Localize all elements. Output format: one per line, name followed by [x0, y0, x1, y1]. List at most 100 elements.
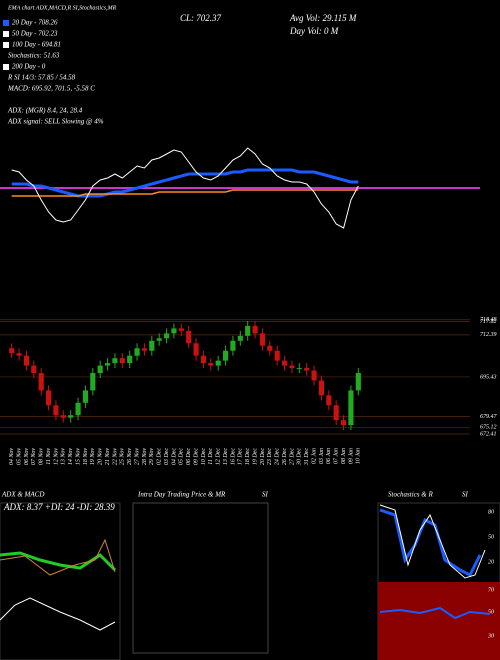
x-tick-label: 04 Nov: [8, 448, 15, 466]
stat: MACD: 695.92, 701.5, -5.58 C: [7, 85, 95, 93]
x-tick-label: 12 Dec: [216, 448, 222, 465]
x-tick-label: 10 Dec: [201, 448, 207, 465]
stat: Stochastics: 51.63: [8, 52, 60, 60]
candle-body: [355, 373, 361, 391]
x-tick-label: 22 Nov: [112, 448, 118, 466]
y-tick-label: 695.43: [480, 373, 497, 380]
candle-body: [340, 420, 347, 426]
legend-entry: 50 Day - 702.23: [12, 30, 58, 38]
candle-body: [163, 333, 170, 339]
x-tick-label: 31 Dec: [304, 448, 310, 466]
stoch-tick: 50: [488, 534, 494, 540]
candle-body: [45, 390, 52, 406]
rsi-line: [379, 606, 491, 620]
candle-body: [75, 402, 81, 416]
x-tick-label: 24 Dec: [274, 448, 281, 465]
x-tick-label: 13 Dec: [223, 448, 229, 465]
candle-body: [127, 355, 133, 364]
candle-body: [31, 365, 37, 374]
rsi-tick: 50: [488, 609, 494, 615]
candle-body: [119, 358, 125, 364]
close-label: CL: 702.37: [180, 13, 222, 23]
candle-body: [215, 360, 221, 366]
panel: [377, 502, 500, 660]
macd-line: [0, 597, 116, 631]
candle-body: [171, 328, 177, 334]
candle-body: [97, 365, 103, 374]
x-tick-label: 02 Dec: [157, 448, 163, 465]
x-tick-label: 20 Nov: [98, 448, 104, 466]
x-tick-label: 12 Nov: [53, 448, 59, 466]
x-tick-label: 21 Nov: [105, 448, 111, 466]
candle-body: [289, 365, 295, 369]
stoch-line: [379, 508, 482, 578]
avg-vol: Avg Vol: 29.115 M: [289, 13, 357, 23]
candle-body: [237, 335, 243, 341]
candle-body: [274, 350, 280, 361]
x-tick-label: 06 Jan: [326, 448, 332, 464]
panel: [132, 502, 269, 654]
candle-body: [16, 353, 22, 356]
panel: [0, 502, 121, 660]
candle-body: [245, 325, 251, 336]
x-tick-label: 17 Dec: [238, 448, 244, 465]
candle-body: [134, 348, 140, 356]
legend-swatch: [3, 42, 9, 48]
x-tick-label: 02 Jan: [311, 448, 317, 464]
legend-swatch: [3, 20, 9, 26]
x-tick-label: 23 Dec: [267, 448, 273, 465]
legend-entry: 200 Day - 0: [12, 63, 46, 71]
x-tick-label: 18 Nov: [83, 448, 89, 466]
x-tick-label: 27 Dec: [289, 448, 295, 465]
candle-body: [252, 325, 258, 334]
candle-body: [23, 355, 30, 366]
y-tick-label: 718.48: [480, 316, 497, 323]
candle-body: [193, 343, 199, 356]
x-tick-label: 15 Nov: [75, 448, 81, 466]
stoch-tick: 80: [488, 509, 494, 515]
y-tick-label: 712.39: [480, 332, 497, 338]
candle-body: [53, 405, 59, 416]
x-tick-label: 14 Nov: [67, 448, 74, 466]
x-tick-label: 19 Dec: [252, 448, 258, 465]
legend-entry: 100 Day - 694.81: [12, 41, 61, 49]
x-tick-label: 18 Dec: [245, 448, 251, 465]
header: EMA chart ADX,MACD,R SI,Stochastics,MR: [7, 5, 117, 11]
candle-body: [259, 333, 266, 346]
adx-values: ADX: 8.37 +DI: 24 -DI: 28.39: [3, 502, 115, 512]
candle-body: [267, 345, 273, 351]
candle-body: [318, 380, 325, 396]
rsi-background: [378, 582, 500, 660]
panel-title: ADX & MACD: [1, 491, 44, 499]
panel-title: SI: [462, 491, 469, 499]
stoch-signal: [379, 504, 486, 579]
candle-body: [304, 368, 310, 371]
x-tick-label: 06 Dec: [186, 448, 192, 465]
x-tick-label: 16 Dec: [230, 448, 236, 465]
ema-line: [11, 189, 359, 197]
stat: ADX: (MGR) 8.4, 24, 28.4: [7, 107, 83, 115]
stat: R SI 14/3: 57.85 / 54.58: [7, 74, 76, 82]
candle-body: [112, 358, 118, 364]
legend-swatch: [3, 64, 9, 70]
candle-body: [348, 390, 354, 426]
x-tick-label: 05 Nov: [16, 448, 22, 466]
x-tick-label: 25 Nov: [120, 448, 126, 466]
candle-body: [222, 350, 229, 361]
x-tick-label: 08 Nov: [39, 448, 45, 466]
x-tick-label: 26 Nov: [127, 448, 133, 466]
panel-title: Stochastics & R: [388, 491, 433, 499]
candle-body: [60, 415, 66, 418]
stat: ADX signal: SELL Slowing @ 4%: [7, 118, 104, 126]
panel-title: SI: [262, 491, 269, 499]
x-tick-label: 27 Nov: [134, 448, 140, 466]
x-tick-label: 06 Nov: [24, 448, 30, 466]
day-vol: Day Vol: 0 M: [289, 26, 339, 36]
x-tick-label: 03 Jan: [319, 448, 325, 464]
candle-body: [200, 355, 207, 364]
panel-title: Intra Day Trading Price & MR: [137, 491, 226, 499]
candle-body: [38, 373, 44, 391]
x-tick-label: 07 Jan: [334, 448, 340, 464]
